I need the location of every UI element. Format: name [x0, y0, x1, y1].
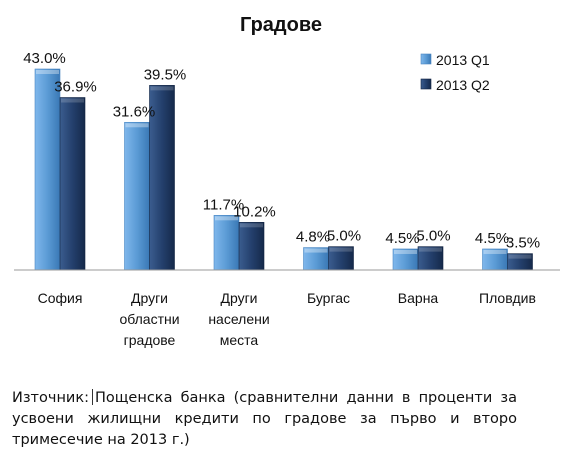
x-tick-label-3: Бургас — [307, 290, 350, 306]
bar-chart: Градове 43.0% 36.9% София 31.6% 39.5% Други об… — [14, 14, 560, 348]
bar-bevel-q1-4 — [394, 249, 417, 254]
bar-bevel-q2-5 — [508, 254, 532, 259]
bar-bevel-q2-2 — [240, 223, 263, 228]
bar-q2-2 — [238, 222, 265, 271]
bar-bevel-q1-5 — [483, 249, 507, 254]
bar-q1-0 — [34, 68, 61, 271]
data-label-q1-4: 4.5% — [385, 230, 419, 247]
data-label-q2-0: 36.9% — [54, 79, 97, 96]
bar-bevel-q1-2 — [215, 216, 238, 221]
bar-q1-2 — [213, 215, 240, 271]
legend-label-q2: 2013 Q2 — [436, 77, 490, 93]
source-text: Пощенска банка (сравнителни данни в проц… — [12, 390, 517, 448]
chart: Градове 43.0% 36.9% София 31.6% 39.5% Други об… — [14, 14, 560, 348]
data-label-q1-5: 4.5% — [475, 230, 509, 247]
data-label-q2-5: 3.5% — [506, 235, 540, 252]
x-tick-label-0: София — [38, 290, 83, 306]
data-label-q1-0: 43.0% — [23, 50, 66, 67]
data-label-q2-2: 10.2% — [233, 203, 276, 220]
bar-bevel-q1-1 — [125, 123, 149, 128]
bar-q2-0 — [59, 97, 86, 271]
bar-q1-1 — [124, 121, 150, 271]
legend-swatch-q1 — [420, 53, 432, 65]
x-tick-label-2: Други населени места — [208, 290, 269, 348]
chart-title: Градове — [240, 14, 322, 36]
x-tick-label-5: Пловдив — [479, 290, 536, 306]
bar-bevel-q2-4 — [419, 247, 442, 252]
bar-bevel-q2-1 — [150, 86, 174, 91]
data-label-q1-3: 4.8% — [296, 229, 330, 246]
data-label-q2-1: 39.5% — [144, 66, 187, 83]
data-label-q1-2: 11.7% — [203, 196, 244, 213]
bar-q2-1 — [149, 85, 175, 271]
bar-bevel-q2-3 — [329, 247, 353, 252]
data-label-q2-3: 5.0% — [327, 228, 361, 245]
x-tick-label-1: Други областни градове — [119, 290, 179, 348]
text-cursor — [92, 389, 93, 405]
data-label-q1-1: 31.6% — [113, 103, 156, 120]
bar-bevel-q1-3 — [304, 248, 328, 253]
bar-bevel-q1-0 — [36, 70, 59, 74]
legend-label-q1: 2013 Q1 — [436, 52, 490, 68]
bar-bevel-q2-0 — [61, 98, 84, 103]
legend-swatch-q2 — [420, 78, 432, 90]
source-label: Източник: — [12, 390, 89, 406]
source-note: Източник: Пощенска банка (сравнителни дан… — [12, 388, 517, 451]
x-tick-label-4: Варна — [398, 290, 439, 306]
legend: 2013 Q1 2013 Q2 — [420, 52, 490, 93]
data-label-q2-4: 5.0% — [416, 228, 450, 245]
